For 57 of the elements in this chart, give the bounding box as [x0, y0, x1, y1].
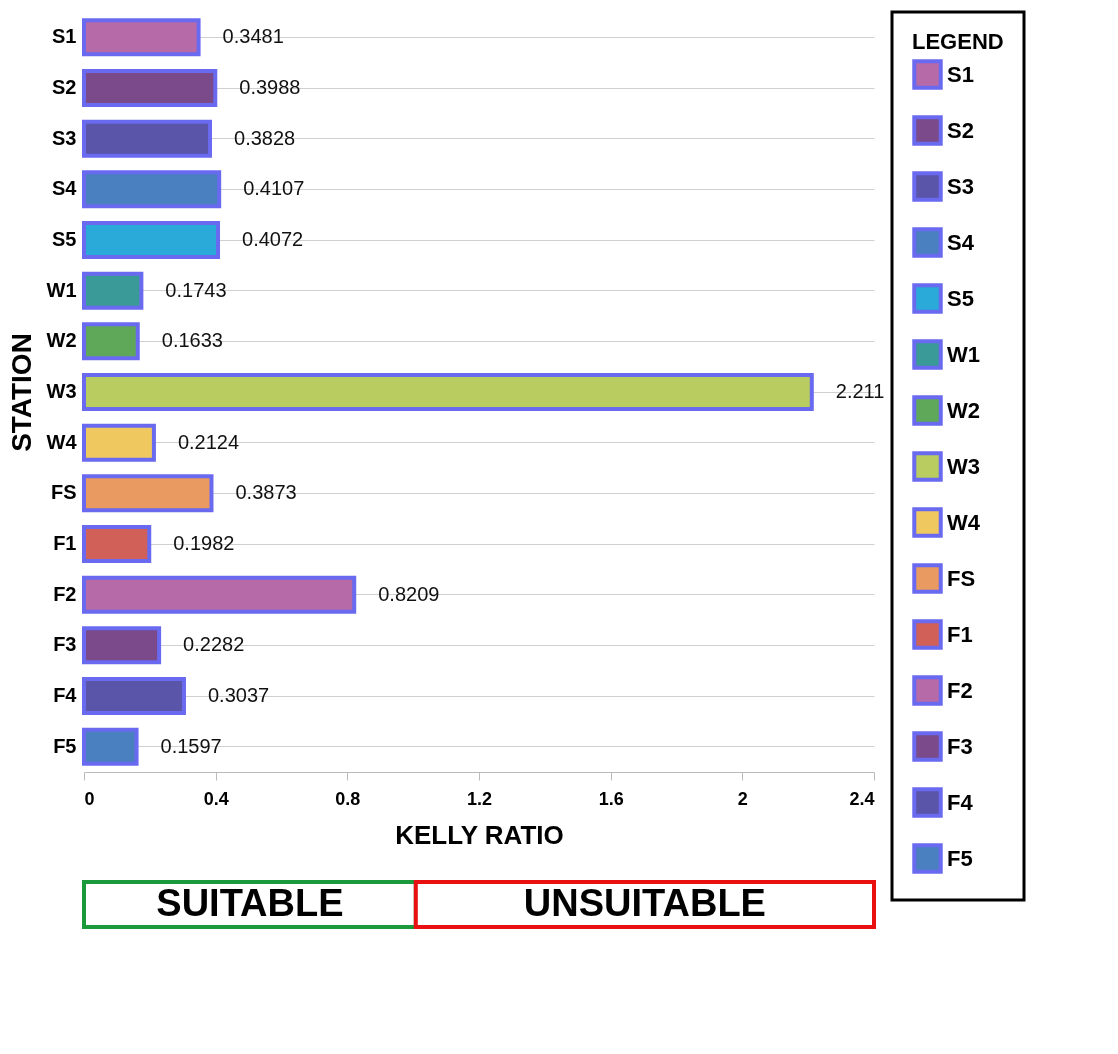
data-label: 0.1633 — [161, 329, 223, 352]
y-tick-label: F2 — [53, 582, 77, 605]
x-tick-label: 0 — [84, 788, 95, 809]
legend-label: F5 — [947, 845, 973, 871]
y-tick-label: W4 — [46, 430, 78, 453]
text: SUITABLE — [156, 882, 344, 924]
legend-label: F1 — [947, 621, 973, 647]
legend-label: S1 — [947, 61, 974, 87]
y-tick-label: F5 — [53, 734, 77, 757]
data-label: 0.4107 — [243, 177, 305, 200]
data-label: 0.3481 — [222, 25, 284, 48]
data-label: 0.2282 — [183, 633, 245, 656]
data-label: 0.3037 — [207, 684, 270, 706]
data-label: 2.211 — [835, 380, 885, 402]
legend-label: W4 — [947, 509, 981, 535]
y-tick-label: S1 — [52, 25, 77, 48]
data-label: 0.3828 — [234, 126, 296, 149]
legend-label: S3 — [947, 173, 974, 199]
y-tick-label: S5 — [52, 228, 77, 250]
legend-label: S2 — [947, 117, 974, 143]
x-axis-title: KELLY RATIO — [395, 819, 564, 850]
x-tick-label: 1.2 — [466, 788, 493, 809]
data-label: 0.4072 — [242, 228, 304, 250]
y-tick-label: FS — [50, 481, 77, 504]
y-tick-label: F4 — [53, 684, 78, 706]
data-label: 0.8209 — [378, 582, 440, 605]
y-tick-label: S3 — [52, 126, 77, 149]
y-tick-label: F3 — [53, 633, 77, 656]
legend-label: S5 — [947, 285, 974, 311]
legend-label: F4 — [947, 789, 974, 815]
y-tick-label: S2 — [52, 76, 77, 98]
legend-title: LEGEND — [912, 29, 1004, 54]
y-tick-label: S4 — [52, 177, 78, 200]
legend-label: FS — [947, 565, 976, 591]
y-tick-label: F1 — [53, 532, 77, 554]
data-label: 0.3988 — [239, 76, 301, 98]
legend-label: W2 — [947, 397, 980, 423]
x-tick-label: 2.4 — [849, 788, 875, 809]
legend-label: S4 — [947, 229, 975, 255]
text: UNSUITABLE — [523, 882, 766, 924]
y-axis-title: STATION — [5, 333, 37, 452]
x-tick-label: 0.4 — [203, 788, 229, 809]
data-label: 0.3873 — [235, 481, 297, 504]
y-tick-label: W1 — [46, 278, 77, 301]
legend-label: W3 — [947, 453, 980, 479]
data-label: 0.2124 — [177, 430, 240, 453]
legend-label: W1 — [947, 341, 980, 367]
y-tick-label: W3 — [46, 380, 77, 402]
y-tick-label: W2 — [46, 329, 77, 352]
data-label: 0.1743 — [165, 278, 227, 301]
data-label: 0.1982 — [173, 532, 235, 554]
x-tick-label: 0.8 — [335, 788, 361, 809]
data-label: 0.1597 — [160, 734, 222, 757]
x-tick-label: 1.6 — [598, 788, 624, 809]
legend-label: F2 — [947, 677, 973, 703]
x-tick-label: 2 — [737, 788, 748, 809]
legend-label: F3 — [947, 733, 973, 759]
